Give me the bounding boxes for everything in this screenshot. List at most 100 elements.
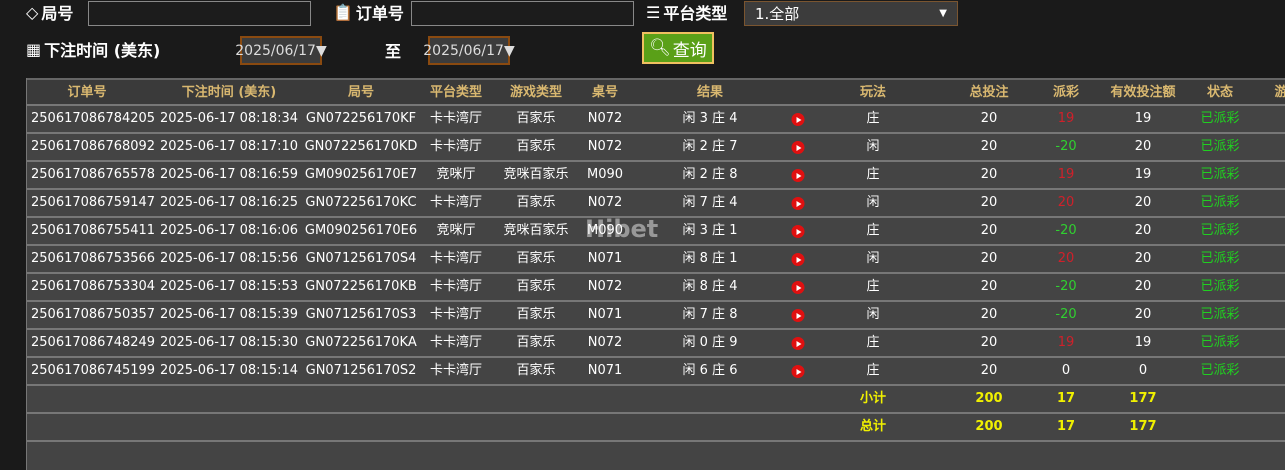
table-row[interactable]: 250617086759147 2025-06-17 08:16:25 GN0722… [27, 190, 1285, 218]
order-id: 250617086750357 [31, 307, 156, 322]
subtotal-row: 小计 200 17 177 [27, 386, 1285, 414]
round-id: GN072256170KB [305, 279, 417, 294]
game-type: 竞咪百家乐 [503, 223, 569, 238]
bet-type: 庄 [866, 167, 880, 182]
order-id: 250617086745199 [31, 363, 156, 378]
bet-time: 2025-06-17 08:15:14 [159, 363, 299, 378]
table-no: N072 [587, 111, 623, 126]
platform: 卡卡湾厅 [429, 307, 483, 322]
search-button[interactable]: 🔍︎ 查询 [642, 32, 714, 64]
round-id: GN071256170S3 [305, 307, 417, 322]
play-icon[interactable] [791, 225, 805, 238]
chevron-down-icon: ▼ [503, 42, 515, 59]
date-to-picker[interactable]: 2025/06/17 ▼ [423, 36, 515, 65]
play-icon[interactable] [791, 253, 805, 266]
table-row[interactable]: 250617086765578 2025-06-17 08:16:59 GM0902… [27, 162, 1285, 190]
bet-time: 2025-06-17 08:17:10 [159, 139, 299, 154]
game-type: 百家乐 [516, 111, 556, 126]
grandtotal-label: 总计 [859, 419, 887, 434]
order-label: 📋 订单号 [333, 2, 404, 24]
result: 闲 8 庄 4 [682, 279, 738, 294]
status: 已派彩 [1200, 195, 1240, 210]
result: 闲 3 庄 4 [682, 111, 738, 126]
column-header: 下注时间 (美东) [181, 85, 277, 100]
status: 已派彩 [1200, 307, 1240, 322]
table-row[interactable]: 250617086750357 2025-06-17 08:15:39 GN0712… [27, 302, 1285, 330]
platform-select[interactable]: 1.全部 ▼ [744, 1, 958, 26]
status: 已派彩 [1200, 139, 1240, 154]
game-type: 百家乐 [516, 195, 556, 210]
round-id: GN071256170S4 [305, 251, 417, 266]
result: 闲 8 庄 1 [682, 251, 738, 266]
round-id: GN072256170KF [305, 111, 417, 126]
status: 已派彩 [1200, 167, 1240, 182]
empty-row [27, 442, 1285, 470]
bet-type: 庄 [866, 223, 880, 238]
column-header: 游 [1274, 85, 1285, 100]
order-id: 250617086784205 [31, 111, 156, 126]
status: 已派彩 [1200, 223, 1240, 238]
table-row[interactable]: 250617086753566 2025-06-17 08:15:56 GN0712… [27, 246, 1285, 274]
table-row[interactable]: 250617086753304 2025-06-17 08:15:53 GN0722… [27, 274, 1285, 302]
bet-time: 2025-06-17 08:15:56 [159, 251, 299, 266]
order-input[interactable] [411, 1, 634, 26]
result: 闲 7 庄 4 [682, 195, 738, 210]
bet-records-table: 订单号 下注时间 (美东) 局号 平台类型 游戏类型 桌号 结果 玩法 总投注 派彩 有效投注额 状态… [26, 78, 1285, 470]
table-no: M090 [586, 167, 624, 182]
round-input[interactable] [88, 1, 311, 26]
calendar-icon: ▦ [26, 39, 42, 59]
play-icon[interactable] [791, 141, 805, 154]
play-icon[interactable] [791, 365, 805, 378]
bet-time: 2025-06-17 08:16:59 [159, 167, 299, 182]
status: 已派彩 [1200, 335, 1240, 350]
total-bet: 20 [980, 167, 998, 182]
table-no: N072 [587, 139, 623, 154]
table-row[interactable]: 250617086768092 2025-06-17 08:17:10 GN0722… [27, 134, 1285, 162]
play-icon[interactable] [791, 169, 805, 182]
game-type: 百家乐 [516, 335, 556, 350]
valid-bet: 20 [1134, 195, 1152, 210]
total-bet: 20 [980, 335, 998, 350]
valid-bet: 20 [1134, 139, 1152, 154]
table-row[interactable]: 250617086784205 2025-06-17 08:18:34 GN0722… [27, 106, 1285, 134]
table-no: N072 [587, 195, 623, 210]
grandtotal-payout: 17 [1056, 419, 1076, 434]
payout: 19 [1057, 111, 1075, 126]
status: 已派彩 [1200, 279, 1240, 294]
valid-bet: 19 [1134, 167, 1152, 182]
column-header: 状态 [1206, 85, 1234, 100]
table-no: N071 [587, 251, 623, 266]
valid-bet: 20 [1134, 251, 1152, 266]
play-icon[interactable] [791, 309, 805, 322]
payout: 0 [1061, 363, 1071, 378]
play-icon[interactable] [791, 337, 805, 350]
total-bet: 20 [980, 363, 998, 378]
bet-type: 庄 [866, 335, 880, 350]
list-icon: ☰ [646, 2, 661, 22]
payout: -20 [1055, 307, 1077, 322]
table-no: N071 [587, 363, 623, 378]
table-row[interactable]: 250617086748249 2025-06-17 08:15:30 GN0722… [27, 330, 1285, 358]
bet-time: 2025-06-17 08:16:25 [159, 195, 299, 210]
play-icon[interactable] [791, 197, 805, 210]
bet-type: 闲 [866, 195, 880, 210]
total-bet: 20 [980, 111, 998, 126]
status: 已派彩 [1200, 111, 1240, 126]
payout: -20 [1055, 279, 1077, 294]
game-type: 百家乐 [516, 307, 556, 322]
play-icon[interactable] [791, 113, 805, 126]
platform-label: ☰ 平台类型 [646, 2, 728, 24]
date-from-picker[interactable]: 2025/06/17 ▼ [235, 36, 327, 65]
game-type: 百家乐 [516, 251, 556, 266]
bet-type: 庄 [866, 363, 880, 378]
table-row[interactable]: 250617086755411 2025-06-17 08:16:06 GM0902… [27, 218, 1285, 246]
result: 闲 7 庄 8 [682, 307, 738, 322]
play-icon[interactable] [791, 281, 805, 294]
payout: -20 [1055, 223, 1077, 238]
bet-time: 2025-06-17 08:15:53 [159, 279, 299, 294]
table-no: N072 [587, 335, 623, 350]
round-id: GM090256170E7 [304, 167, 418, 182]
table-row[interactable]: 250617086745199 2025-06-17 08:15:14 GN0712… [27, 358, 1285, 386]
valid-bet: 20 [1134, 279, 1152, 294]
platform: 竞咪厅 [436, 223, 476, 238]
